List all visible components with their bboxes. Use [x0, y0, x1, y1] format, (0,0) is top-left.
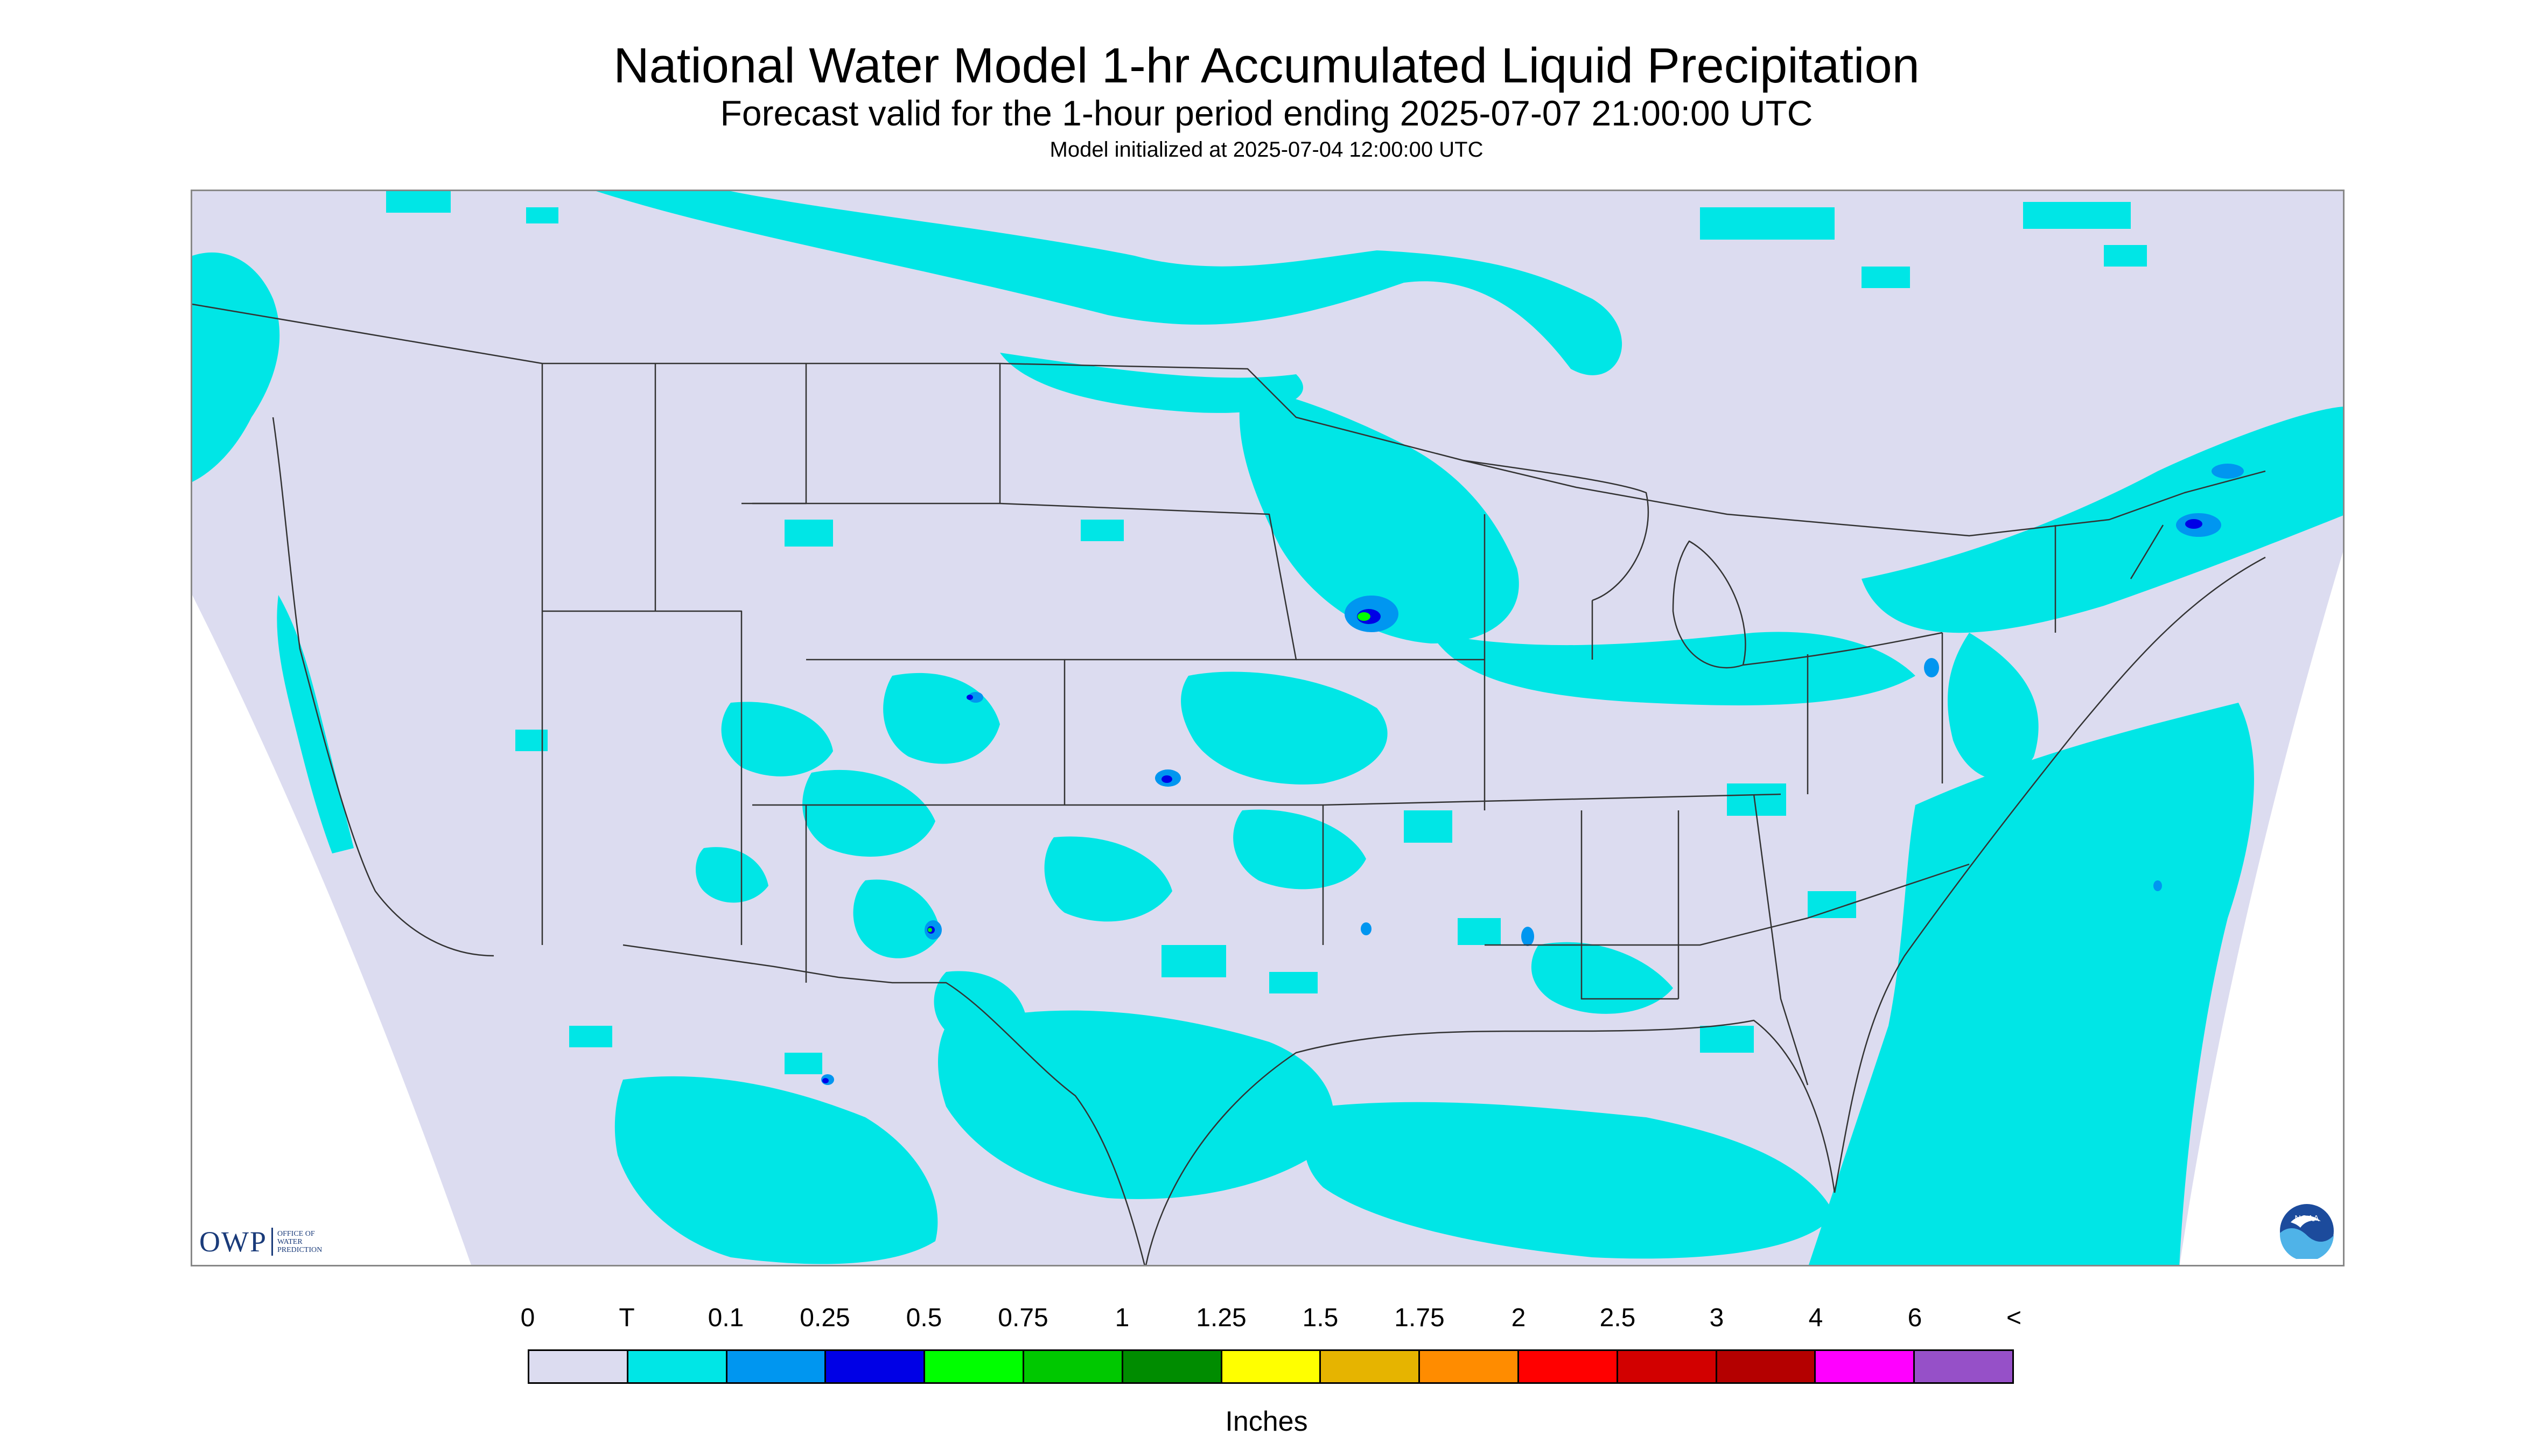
legend-swatch — [628, 1351, 727, 1382]
legend-label: 1.5 — [1302, 1304, 1339, 1332]
model-init-time: Model initialized at 2025-07-04 12:00:00… — [1049, 138, 1484, 162]
legend-label: 6 — [1907, 1304, 1922, 1332]
legend-swatch — [826, 1351, 926, 1382]
owp-logo: OWP OFFICE OF WATER PREDICTION — [199, 1226, 353, 1258]
legend-swatch — [1123, 1351, 1222, 1382]
legend-label: 0.25 — [800, 1304, 850, 1332]
legend-label: 2.5 — [1599, 1304, 1636, 1332]
owp-abbrev: OWP — [199, 1226, 267, 1258]
legend-label: 1 — [1115, 1304, 1130, 1332]
legend-label: 4 — [1808, 1304, 1823, 1332]
legend-label: 0.75 — [998, 1304, 1048, 1332]
owp-logo-text: OFFICE OF WATER PREDICTION — [277, 1230, 353, 1254]
owp-line-2: WATER — [277, 1237, 303, 1246]
legend-units: Inches — [1225, 1406, 1308, 1437]
owp-line-3: PREDICTION — [277, 1245, 323, 1254]
legend-swatch — [1717, 1351, 1816, 1382]
legend-swatch — [1519, 1351, 1618, 1382]
legend-swatch — [1915, 1351, 2012, 1382]
noaa-logo-text: NOAA — [2294, 1214, 2319, 1223]
legend-label: 1.75 — [1394, 1304, 1445, 1332]
map-title: National Water Model 1-hr Accumulated Li… — [613, 38, 1920, 93]
legend-label: 0.5 — [906, 1304, 942, 1332]
legend-swatch — [529, 1351, 628, 1382]
legend-label: 0.1 — [708, 1304, 744, 1332]
legend-label: 1.25 — [1196, 1304, 1247, 1332]
legend-label: < — [2006, 1304, 2022, 1332]
legend-labels: 0 T 0.1 0.25 0.5 0.75 1 1.25 1.5 1.75 2 2.5 3 4 6 < — [521, 1303, 2021, 1335]
legend-label: 0 — [520, 1304, 535, 1332]
noaa-logo: NOAA — [2279, 1204, 2334, 1259]
legend-swatch — [727, 1351, 827, 1382]
legend-swatch — [925, 1351, 1024, 1382]
legend-color-bar — [528, 1349, 2014, 1384]
legend-swatch — [1420, 1351, 1519, 1382]
precip-trace-areas — [192, 191, 2343, 1265]
state-country-boundaries — [192, 303, 2266, 1265]
legend-swatch — [1321, 1351, 1421, 1382]
legend-swatch — [1816, 1351, 1915, 1382]
owp-logo-divider — [271, 1228, 273, 1256]
map-canvas — [192, 191, 2343, 1265]
legend-label: T — [619, 1304, 635, 1332]
legend-label: 2 — [1511, 1304, 1526, 1332]
precipitation-map — [191, 190, 2345, 1266]
legend-swatch — [1222, 1351, 1321, 1382]
map-subtitle: Forecast valid for the 1-hour period end… — [720, 93, 1813, 133]
owp-line-1: OFFICE OF — [277, 1229, 315, 1238]
legend-swatch — [1618, 1351, 1717, 1382]
legend-label: 3 — [1709, 1304, 1724, 1332]
precip-heavy-areas — [928, 612, 1370, 932]
legend-swatch — [1024, 1351, 1123, 1382]
